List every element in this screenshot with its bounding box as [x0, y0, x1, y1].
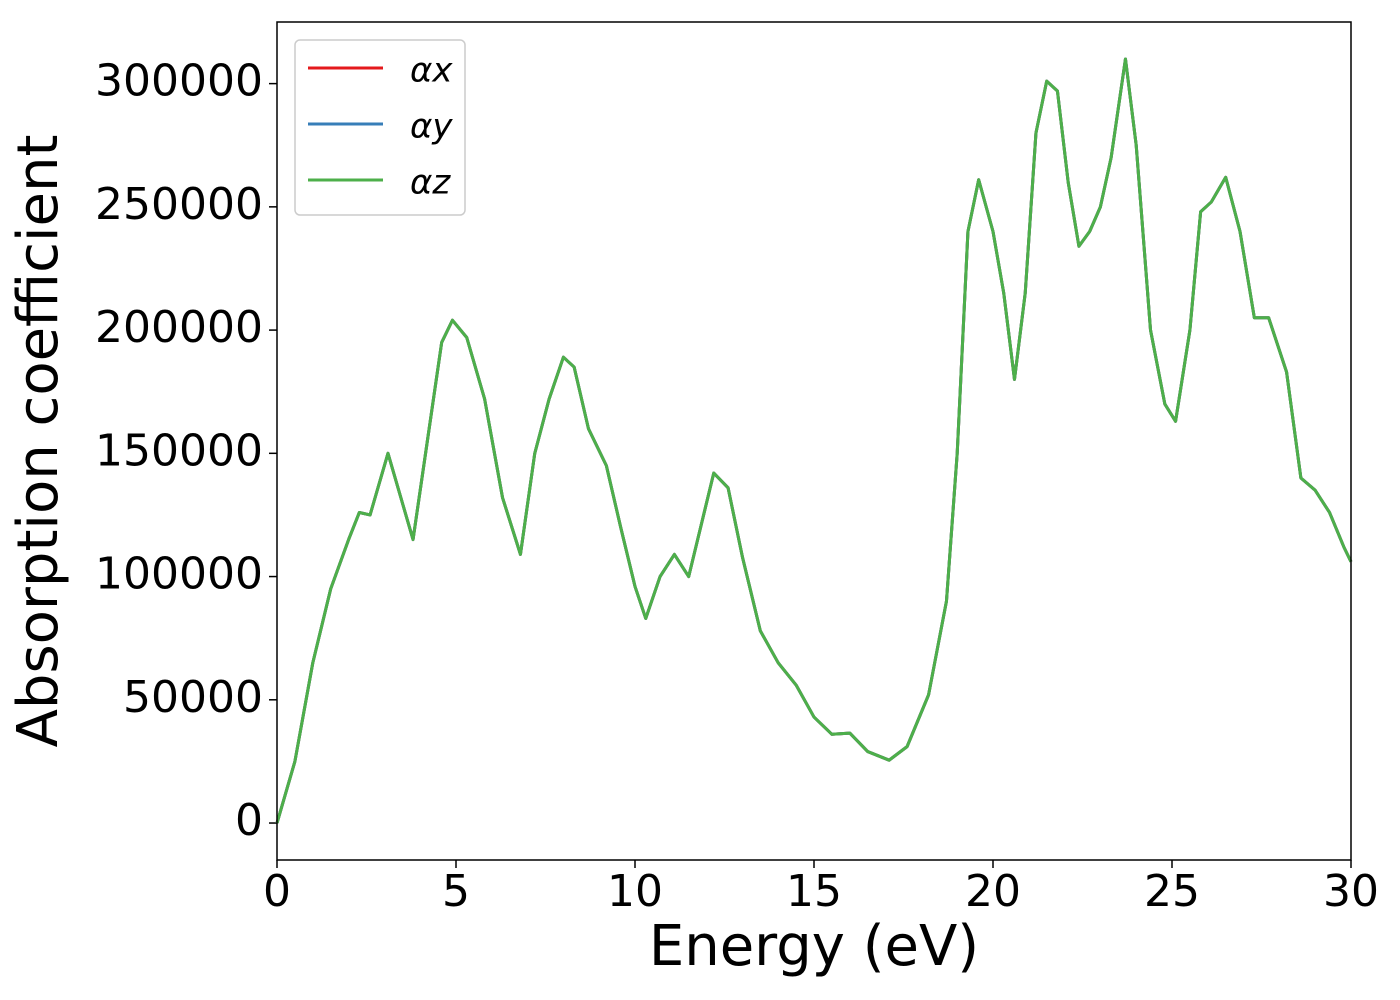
y-tick-label: 250000: [95, 179, 263, 230]
x-tick-label: 10: [607, 866, 663, 917]
x-tick-label: 0: [263, 866, 291, 917]
series-line: [275, 57, 1353, 824]
x-tick-label: 5: [442, 866, 470, 917]
x-tick-label: 20: [965, 866, 1021, 917]
x-tick-label: 25: [1144, 866, 1200, 917]
y-tick-label: 300000: [95, 56, 263, 107]
y-tick-label: 200000: [95, 302, 263, 353]
x-tick-label: 15: [786, 866, 842, 917]
y-tick-label: 50000: [123, 672, 263, 723]
plot-frame: [276, 21, 1352, 861]
x-tick-label: 30: [1323, 866, 1379, 917]
legend-label: αx: [410, 51, 453, 91]
y-axis-label: Absorption coefficient: [6, 135, 71, 748]
y-tick-label: 100000: [95, 549, 263, 600]
y-tick-label: 150000: [95, 425, 263, 476]
legend-box: [294, 39, 466, 216]
x-axis-label: Energy (eV): [649, 914, 979, 979]
legend-label: αz: [410, 163, 451, 203]
legend-label: αy: [410, 107, 453, 147]
y-tick-label: 0: [235, 795, 263, 846]
